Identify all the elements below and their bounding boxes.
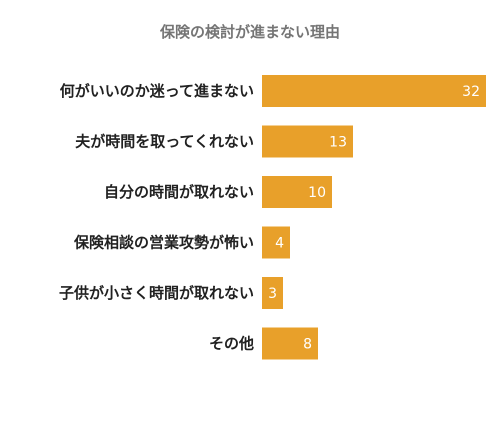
bar-value-label: 10: [308, 185, 326, 201]
category-label: 何がいいのか迷って進まない: [60, 82, 254, 100]
category-label: 夫が時間を取ってくれない: [75, 133, 254, 151]
category-label: 自分の時間が取れない: [104, 183, 254, 201]
bar: [262, 226, 290, 259]
bar-value-label: 8: [303, 337, 312, 353]
category-label: 子供が小さく時間が取れない: [59, 284, 254, 302]
category-label: その他: [209, 335, 254, 353]
category-label: 保険相談の営業攻勢が怖い: [73, 234, 254, 252]
bar-value-label: 4: [275, 236, 284, 252]
bar-value-label: 13: [329, 135, 347, 151]
bar-value-label: 3: [268, 286, 277, 302]
chart-title: 保険の検討が進まない理由: [159, 23, 340, 41]
bar: [262, 125, 353, 158]
bars-group: 何がいいのか迷って進まない 32 夫が時間を取ってくれない 13 自分の時間が取れない 1…: [59, 75, 486, 360]
bar-value-label: 32: [462, 84, 480, 100]
bar: [262, 75, 486, 107]
bar: [262, 327, 318, 360]
bar: [262, 176, 332, 208]
bar: [262, 277, 283, 309]
